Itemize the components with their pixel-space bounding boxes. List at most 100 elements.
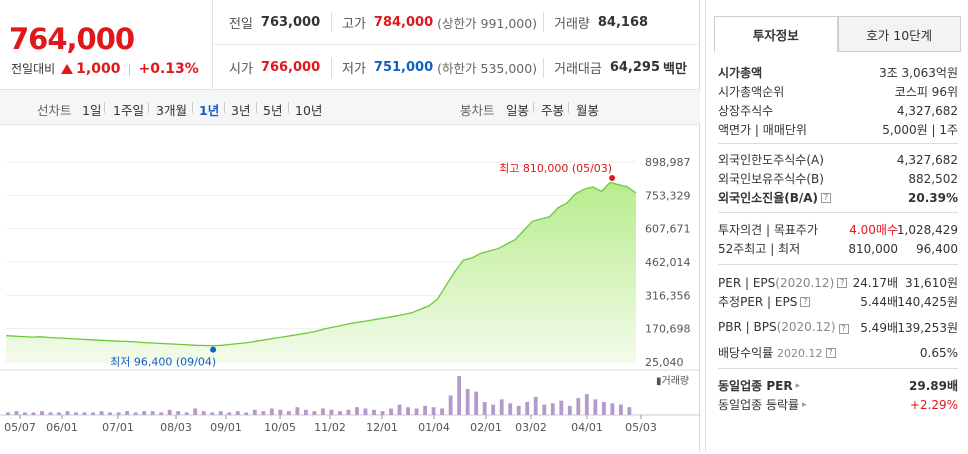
candle-weekly[interactable]: 주봉: [541, 103, 565, 118]
period-bar: 선차트 1일 1주일 3개월 1년 3년 5년 10년 봉차트 일봉 주봉 월봉: [0, 90, 700, 125]
volume-bar: [201, 411, 206, 415]
volume-bar: [108, 412, 112, 415]
volume-bar: [584, 394, 589, 415]
price-chart-svg: 898,987 753,329 607,671 462,014 316,356 170,6…: [0, 156, 700, 434]
volume-bar: [159, 412, 164, 415]
tab-invest-info[interactable]: 투자정보: [714, 16, 838, 52]
y-tick-label: 170,698: [645, 323, 691, 336]
min-marker: [210, 346, 217, 353]
period-3m[interactable]: 3개월: [156, 103, 187, 118]
x-tick-label: 09/01: [210, 421, 242, 434]
volume-bar: [618, 404, 623, 415]
up-triangle-icon: [61, 63, 74, 74]
foreign-rate-row: 외국인소진율(B/A) ? 20.39%: [718, 190, 958, 206]
volume-bar: [550, 403, 555, 415]
volume-bar: [593, 399, 598, 415]
volume-label: ▮거래량: [656, 375, 689, 387]
candle-chart-label: 봉차트: [460, 103, 495, 118]
y-tick-label: 753,329: [645, 189, 691, 202]
change-divider: |: [127, 61, 132, 76]
info-group-2: 외국인한도주식수(A) 4,327,682 외국인보유주식수(B) 882,50…: [718, 150, 958, 207]
price-area: [6, 182, 636, 362]
change-line: 전일대비 1,000 | +0.13%: [11, 60, 199, 77]
info-divider: [718, 212, 958, 213]
x-tick-label: 07/01: [102, 421, 134, 434]
volume-bar: [57, 412, 61, 415]
help-icon[interactable]: ?: [800, 296, 811, 307]
market-cap-row: 시가총액 3조 3,063억원: [718, 66, 958, 80]
volume-bar: [363, 408, 368, 415]
shares-row: 상장주식수 4,327,682: [718, 103, 958, 119]
help-icon[interactable]: ?: [821, 192, 832, 203]
period-1y[interactable]: 1년: [199, 103, 220, 118]
stat-prev: 전일 763,000: [229, 14, 321, 32]
period-3y[interactable]: 3년: [231, 103, 251, 118]
volume-bar: [261, 411, 266, 415]
volume-bar: [627, 407, 632, 415]
volume-bar: [516, 405, 521, 415]
volume-bar: [346, 409, 351, 415]
volume-bar: [482, 402, 487, 415]
tab-orderbook[interactable]: 호가 10단계: [837, 16, 961, 52]
stat-low: 저가 751,000 (하한가 535,000): [331, 57, 537, 78]
volume-bar: [525, 402, 530, 415]
volume-bar: [252, 409, 257, 415]
price-chart: 898,987 753,329 607,671 462,014 316,356 170,6…: [0, 126, 700, 451]
volume-bar: [193, 408, 198, 415]
x-tick-label: 02/01: [470, 421, 502, 434]
x-tick-label: 05/03: [625, 421, 657, 434]
help-icon[interactable]: ?: [838, 323, 849, 334]
period-divider: [192, 102, 193, 113]
est-per-row: 추정PER | EPS ? 5.44배 140,425원: [718, 295, 958, 309]
info-tabs: 투자정보 호가 10단계: [714, 16, 961, 52]
max-label: 최고 810,000 (05/03): [499, 162, 612, 175]
volume-bar: [474, 391, 479, 415]
info-group-4: PER | EPS(2020.12) ? 24.17배 31,610원 추정PE…: [718, 273, 958, 362]
volume-bar: [610, 403, 615, 415]
volume-bar: [269, 408, 274, 415]
change-percent: +0.13%: [138, 60, 199, 77]
volume-bar: [457, 376, 462, 415]
x-tick-label: 10/05: [264, 421, 296, 434]
x-tick-label: 06/01: [46, 421, 78, 434]
volume-bar: [491, 404, 496, 415]
volume-bar: [150, 411, 155, 415]
period-1w[interactable]: 1주일: [113, 103, 144, 118]
help-icon[interactable]: ?: [837, 277, 848, 288]
info-panel: 투자정보 호가 10단계 시가총액 3조 3,063억원 시가총액순위 코스피 …: [705, 0, 968, 451]
per-row: PER | EPS(2020.12) ? 24.17배 31,610원: [718, 275, 958, 291]
volume-bar: [235, 411, 240, 415]
candle-daily[interactable]: 일봉: [506, 103, 530, 118]
volume-bar: [542, 404, 547, 415]
price-line: [5, 181, 637, 347]
sector-rate-row[interactable]: 동일업종 등락률 ▸ +2.29%: [718, 397, 958, 413]
candle-monthly[interactable]: 월봉: [576, 103, 600, 118]
volume-bar: [465, 389, 470, 415]
y-tick-label: 898,987: [645, 156, 691, 169]
volume-bar: [329, 409, 334, 415]
volume-bar: [338, 411, 342, 415]
volume-bar: [406, 407, 410, 415]
volume-bar: [567, 405, 572, 415]
period-1d[interactable]: 1일: [82, 103, 102, 118]
stats-row-2: 시가 766,000 저가 751,000 (하한가 535,000) 거래대금…: [213, 45, 700, 90]
volume-bar: [116, 412, 121, 415]
volume-bar: [6, 412, 10, 415]
stat-amount: 거래대금 64,295 백만: [543, 57, 687, 78]
y-tick-label: 25,040: [645, 356, 684, 369]
period-5y[interactable]: 5년: [263, 103, 283, 118]
volume-bar: [210, 412, 215, 415]
info-group-3: 투자의견 | 목표주가 4.00매수 1,028,429 52주최고 | 최저 …: [718, 220, 958, 258]
period-10y[interactable]: 10년: [295, 103, 323, 118]
help-icon[interactable]: ?: [825, 347, 836, 358]
volume-bar: [312, 411, 317, 415]
period-divider: [533, 102, 534, 113]
sector-per-row[interactable]: 동일업종 PER ▸ 29.89배: [718, 379, 958, 393]
volume-bar: [499, 399, 504, 415]
info-group-5: 동일업종 PER ▸ 29.89배 동일업종 등락률 ▸ +2.29%: [718, 376, 958, 414]
opinion-row: 투자의견 | 목표주가 4.00매수 1,028,429: [718, 222, 958, 238]
y-tick-label: 462,014: [645, 256, 691, 269]
volume-bar: [440, 408, 445, 415]
stat-volume: 거래량 84,168: [543, 12, 648, 32]
y-tick-label: 607,671: [645, 223, 691, 236]
